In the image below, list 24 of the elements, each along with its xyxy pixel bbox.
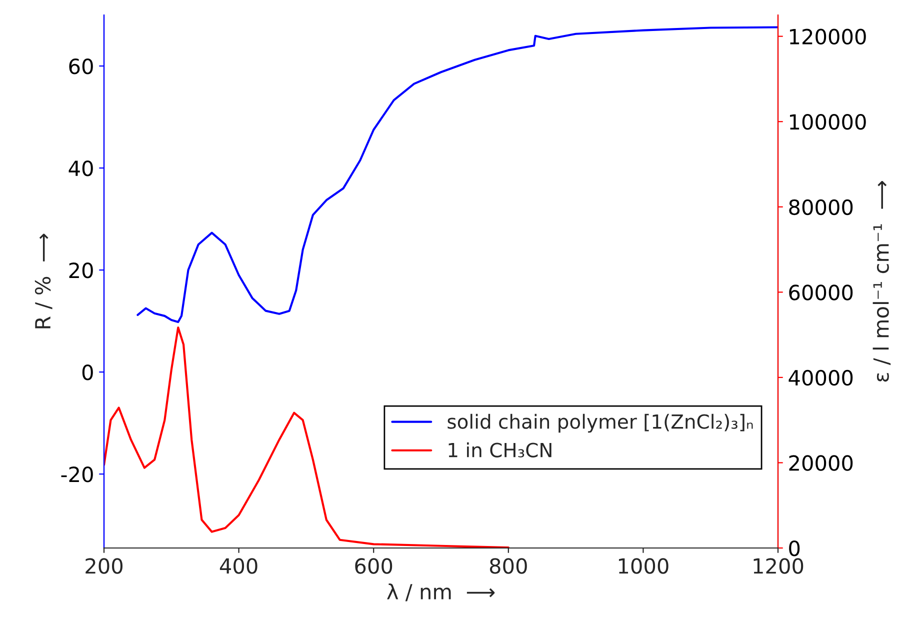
legend-label: solid chain polymer [1(ZnCl₂)₃]ₙ (448, 414, 753, 433)
y2-tick-label: 20000 (789, 455, 853, 471)
x-tick-label: 1000 (618, 558, 668, 574)
legend-label: 1 in CH₃CN (448, 442, 552, 458)
x-axis-title: λ / nm ⟶ (387, 583, 495, 602)
y-tick-label: 0 (82, 364, 93, 380)
x-tick-label: 400 (220, 558, 258, 574)
x-tick-label: 800 (490, 558, 527, 574)
y-axis-title: R / % ⟶ (34, 234, 52, 328)
y2-tick-label: 120000 (790, 28, 866, 45)
y-tick-label: 40 (68, 160, 93, 176)
x-tick-label: 200 (86, 558, 122, 574)
y2-tick-label: 0 (789, 540, 800, 556)
y2-tick-label: 60000 (789, 284, 853, 300)
y2-axis-title: ε / l mol⁻¹ cm⁻¹ ⟶ (872, 181, 891, 382)
line-series (136, 26, 778, 324)
x-tick-label: 1200 (754, 558, 804, 574)
y2-tick-label: 40000 (788, 370, 853, 386)
y2-tick-label: 100000 (790, 114, 866, 130)
y2-tick-label: 80000 (789, 199, 853, 216)
y-tick-label: -20 (61, 466, 93, 482)
y-tick-label: 60 (69, 58, 93, 74)
y-tick-label: 20 (69, 262, 93, 278)
x-tick-label: 600 (355, 558, 392, 574)
